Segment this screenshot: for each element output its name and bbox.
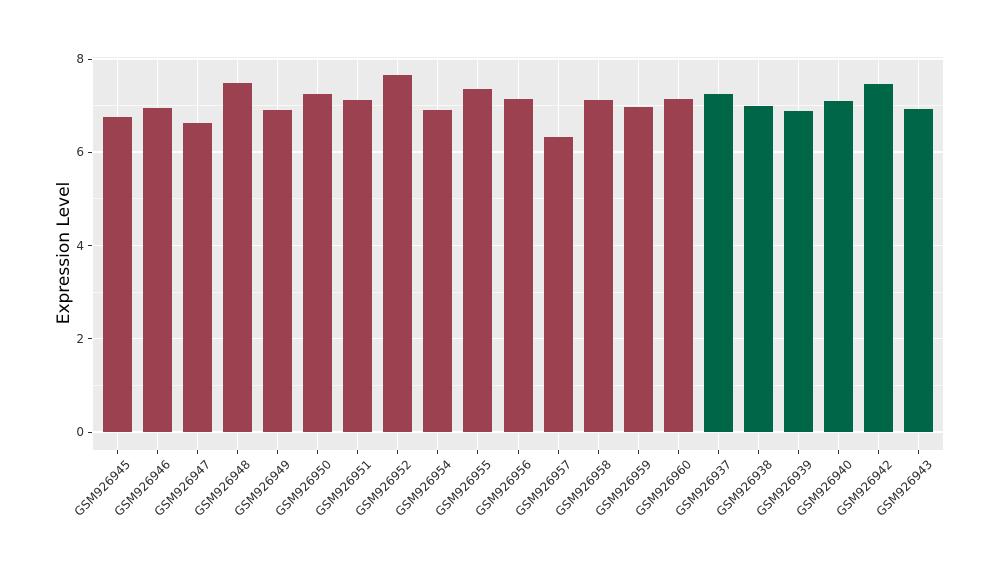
bar-GSM926939 (784, 111, 814, 432)
x-tick-mark (236, 450, 238, 454)
y-tick-mark (88, 58, 92, 60)
y-axis-title: Expression Level (54, 181, 74, 325)
x-tick-mark (116, 450, 118, 454)
bar-GSM926950 (303, 93, 333, 432)
bar-GSM926956 (503, 99, 533, 432)
x-tick-mark (677, 450, 679, 454)
x-tick-mark (878, 450, 880, 454)
y-tick-label: 0 (76, 425, 84, 439)
y-tick-label: 2 (76, 331, 84, 346)
x-tick-mark (196, 450, 198, 454)
x-tick-mark (437, 450, 439, 454)
y-tick-mark (88, 431, 92, 433)
bar-GSM926959 (623, 107, 653, 432)
bar-GSM926952 (383, 74, 413, 432)
bar-GSM926951 (343, 99, 373, 432)
y-tick-label: 6 (76, 145, 84, 160)
x-tick-mark (397, 450, 399, 454)
bar-GSM926947 (182, 123, 212, 432)
bar-GSM926949 (262, 110, 292, 432)
bar-GSM926957 (543, 136, 573, 432)
bar-GSM926958 (583, 100, 613, 432)
y-tick-label: 4 (76, 238, 84, 253)
y-tick-mark (88, 245, 92, 246)
bar-GSM926942 (864, 83, 894, 432)
x-tick-mark (557, 450, 559, 454)
x-tick-mark (758, 450, 760, 454)
x-tick-mark (717, 450, 719, 454)
x-tick-mark (918, 450, 920, 454)
x-tick-mark (276, 450, 278, 454)
y-tick-mark (88, 151, 92, 153)
bar-GSM926940 (824, 101, 854, 432)
bar-GSM926937 (703, 93, 733, 432)
bar-GSM926948 (222, 82, 252, 432)
plot-panel (93, 57, 943, 450)
bar-GSM926938 (744, 105, 774, 432)
bar-GSM926954 (423, 109, 453, 432)
x-tick-mark (597, 450, 599, 454)
x-tick-mark (637, 450, 639, 454)
x-tick-mark (838, 450, 840, 454)
x-tick-mark (477, 450, 479, 454)
x-tick-mark (156, 450, 158, 454)
bar-GSM926960 (663, 98, 693, 432)
bar-GSM926945 (102, 116, 132, 432)
x-tick-mark (798, 450, 800, 454)
x-tick-mark (517, 450, 519, 454)
y-tick-mark (88, 338, 92, 340)
x-tick-mark (357, 450, 359, 454)
bar-GSM926943 (904, 108, 934, 432)
bar-GSM926946 (142, 107, 172, 432)
y-tick-label: 8 (76, 52, 84, 66)
bar-GSM926955 (463, 88, 493, 432)
x-tick-mark (317, 450, 319, 454)
